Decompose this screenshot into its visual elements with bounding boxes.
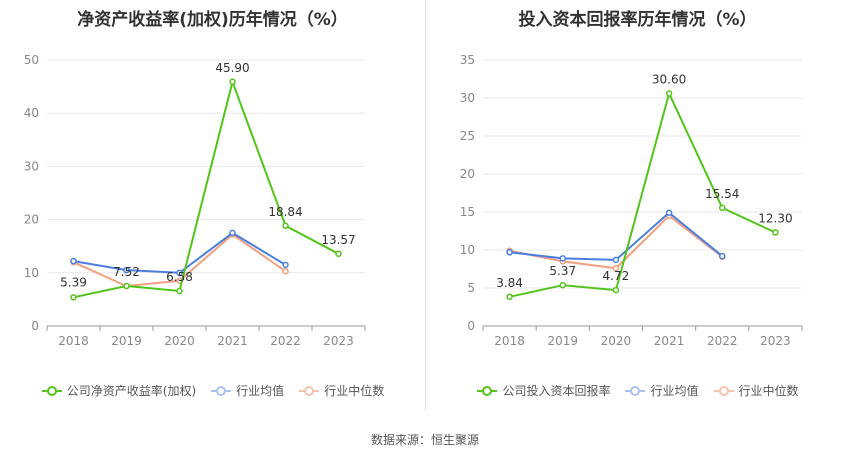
data-point — [772, 229, 779, 236]
data-source-note: 数据来源：恒生聚源 — [370, 433, 479, 447]
legend-item-industry-avg[interactable]: 行业均值 — [624, 382, 699, 399]
data-label: 3.84 — [496, 276, 523, 290]
data-label: 5.39 — [60, 275, 87, 289]
data-label: 13.57 — [321, 233, 355, 247]
data-label: 6.58 — [166, 270, 193, 284]
legend-marker-icon — [299, 385, 320, 396]
data-label: 15.54 — [705, 187, 739, 201]
data-point — [612, 264, 620, 272]
data-point — [719, 252, 726, 260]
x-tick-label: 2021 — [654, 334, 685, 348]
x-tick-label: 2019 — [111, 334, 142, 348]
data-point — [123, 266, 130, 274]
legend-label: 行业中位数 — [738, 384, 799, 398]
chart-title: 投入资本回报率历年情况（%） — [518, 10, 757, 30]
y-tick-label: 10 — [24, 266, 39, 280]
data-point — [506, 249, 513, 256]
x-tick-label: 2020 — [164, 334, 195, 348]
data-point — [282, 267, 289, 275]
legend-marker-icon — [713, 385, 734, 396]
legend-label: 公司净资产收益率(加权) — [66, 384, 197, 398]
x-tick-label: 2020 — [601, 334, 632, 348]
data-label: 12.30 — [758, 212, 792, 226]
legend-item-industry-avg[interactable]: 行业均值 — [210, 382, 284, 399]
y-tick-label: 35 — [460, 53, 475, 67]
x-tick-label: 2022 — [270, 334, 301, 348]
data-point — [559, 255, 566, 262]
data-label: 45.90 — [215, 61, 249, 75]
data-point — [176, 287, 183, 295]
y-tick-label: 30 — [460, 91, 475, 105]
data-point — [282, 261, 289, 269]
data-point — [506, 293, 513, 301]
chart-title: 净资产收益率(加权)历年情况（%） — [77, 10, 348, 30]
data-point — [612, 256, 620, 264]
data-point — [665, 90, 673, 97]
data-point — [612, 286, 620, 294]
data-label: 30.60 — [652, 72, 686, 86]
y-tick-label: 20 — [460, 167, 475, 181]
data-label: 18.84 — [268, 205, 302, 219]
data-label: 7.52 — [113, 265, 140, 279]
data-point — [282, 222, 289, 230]
x-tick-label: 2023 — [323, 334, 354, 348]
data-point — [665, 209, 673, 217]
y-tick-label: 20 — [24, 213, 39, 227]
x-tick-label: 2022 — [707, 334, 738, 348]
x-tick-label: 2018 — [494, 334, 525, 348]
legend-label: 行业中位数 — [324, 384, 385, 398]
chart-legend: 公司投入资本回报率 行业均值 行业中位数 — [425, 382, 850, 399]
y-tick-label: 10 — [460, 243, 475, 257]
y-tick-label: 0 — [467, 319, 475, 333]
legend-item-company[interactable]: 公司投入资本回报率 — [476, 382, 610, 399]
data-point — [123, 282, 130, 290]
roic-line-chart: 0 5 10 15 20 25 30 35 2018 2019 2020 2021 2022 2023 3.… — [460, 53, 803, 348]
x-tick-label: 2023 — [760, 334, 791, 348]
legend-item-industry-median[interactable]: 行业中位数 — [713, 382, 799, 399]
data-point — [559, 281, 566, 289]
series-line — [73, 80, 339, 299]
series-line — [509, 211, 723, 261]
panel-divider — [425, 0, 426, 410]
data-point — [229, 229, 236, 237]
legend-marker-icon — [625, 385, 646, 396]
legend-label: 行业均值 — [236, 384, 285, 398]
x-tick-label: 2018 — [58, 334, 89, 348]
y-tick-label: 15 — [460, 205, 475, 219]
data-point — [335, 250, 342, 258]
y-tick-label: 5 — [467, 281, 475, 295]
chart-legend: 公司净资产收益率(加权) 行业均值 行业中位数 — [0, 382, 425, 399]
legend-marker-icon — [41, 385, 62, 396]
series-line — [73, 231, 287, 274]
legend-item-industry-median[interactable]: 行业中位数 — [298, 382, 384, 399]
y-tick-label: 40 — [24, 106, 39, 120]
y-tick-label: 25 — [460, 129, 475, 143]
series-line — [509, 92, 776, 298]
x-tick-label: 2021 — [217, 334, 248, 348]
legend-label: 行业均值 — [650, 384, 699, 398]
roe-line-chart: 0 10 20 30 40 50 2018 2019 2020 2021 2022 2023 5.39 7… — [24, 53, 366, 348]
legend-item-company[interactable]: 公司净资产收益率(加权) — [41, 382, 196, 399]
data-point — [70, 294, 77, 301]
y-tick-label: 50 — [24, 53, 39, 67]
data-point — [70, 257, 77, 265]
legend-marker-icon — [477, 385, 498, 396]
roic-chart-panel: 投入资本回报率历年情况（%） 0 5 10 15 20 25 30 35 2018 2019 202… — [425, 0, 850, 420]
legend-marker-icon — [211, 385, 232, 396]
x-tick-label: 2019 — [547, 334, 578, 348]
y-tick-label: 30 — [24, 159, 39, 173]
data-label: 4.72 — [603, 269, 630, 283]
data-point — [719, 204, 726, 212]
data-label: 5.37 — [549, 264, 576, 278]
data-point — [229, 78, 236, 86]
legend-label: 公司投入资本回报率 — [502, 384, 611, 398]
y-tick-label: 0 — [31, 319, 39, 333]
data-point — [176, 269, 183, 277]
roe-chart-panel: 净资产收益率(加权)历年情况（%） 0 10 20 30 40 50 2018 2019 202… — [0, 0, 425, 420]
